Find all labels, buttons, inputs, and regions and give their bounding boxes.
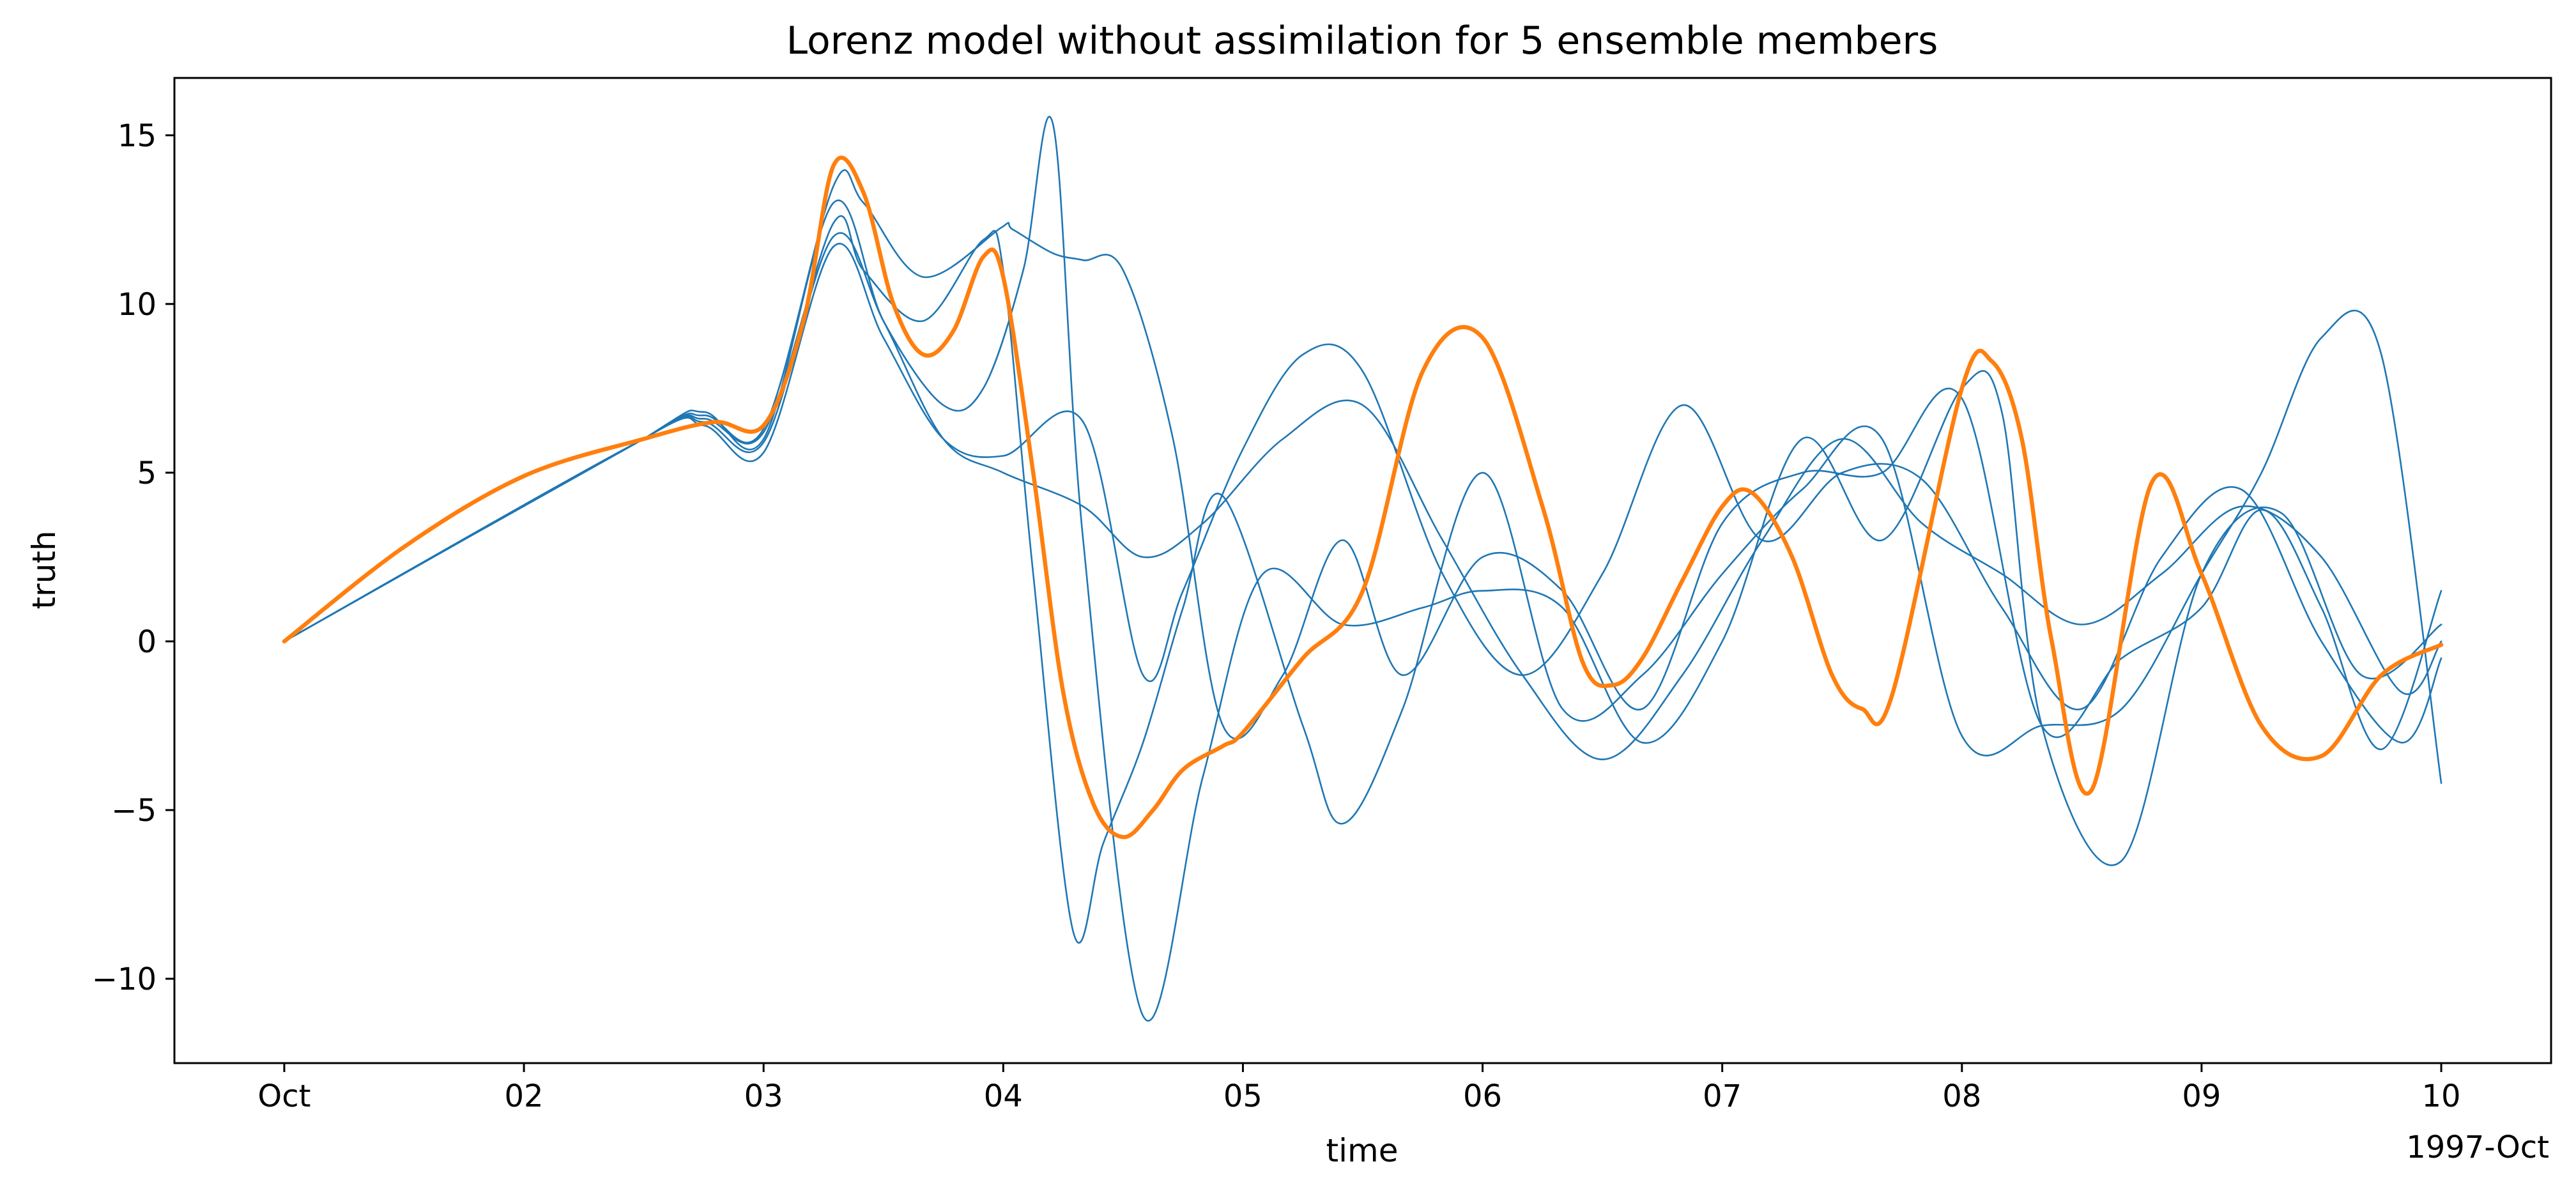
- x-tick-label: 03: [744, 1078, 783, 1114]
- y-tick-label: 10: [118, 287, 157, 323]
- chart-title: Lorenz model without assimilation for 5 …: [786, 19, 1938, 63]
- x-tick-label: 07: [1703, 1078, 1742, 1114]
- x-axis-offset-label: 1997-Oct: [2406, 1130, 2549, 1165]
- plot-frame: [173, 77, 2552, 1064]
- y-tick-label: 15: [118, 118, 157, 154]
- x-tick-label: 08: [1942, 1078, 1981, 1114]
- x-tick-label: 09: [2182, 1078, 2221, 1114]
- y-axis-label: truth: [26, 530, 63, 609]
- y-axis: −10 −5 0 5 10 15: [92, 118, 174, 997]
- x-axis-label: time: [1326, 1132, 1399, 1169]
- x-tick-label: 02: [505, 1078, 544, 1114]
- x-tick-label: 04: [984, 1078, 1023, 1114]
- series-line-ensemble-1: [283, 169, 2442, 751]
- y-tick-label: 5: [137, 456, 157, 491]
- y-tick-label: −10: [92, 962, 157, 997]
- x-tick-label: 05: [1223, 1078, 1262, 1114]
- x-axis: Oct 02 03 04 05 06 07 08 09 10: [257, 1063, 2461, 1114]
- x-tick-label: Oct: [257, 1078, 310, 1114]
- y-tick-label: −5: [111, 793, 157, 829]
- x-tick-label: 10: [2422, 1078, 2461, 1114]
- y-tick-label: 0: [137, 624, 157, 660]
- series-line-truth: [282, 155, 2444, 839]
- x-tick-label: 06: [1463, 1078, 1502, 1114]
- series-line-ensemble-3: [283, 116, 2442, 1022]
